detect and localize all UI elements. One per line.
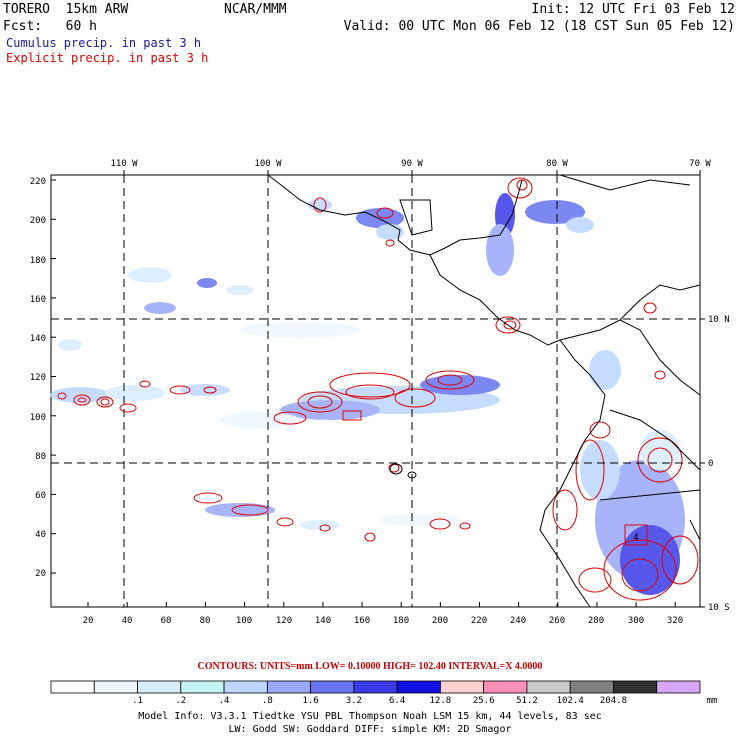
lon-label: 70 W [689, 159, 711, 169]
init-time: Init: 12 UTC Fri 03 Feb 12 [531, 2, 736, 17]
precip-colorbar: .1 .2 .4 .8 1.6 3.2 6.4 12.8 25.6 51.2 102.4 204.8 m… [50, 680, 718, 706]
y-tick-label: 60 [35, 491, 46, 501]
y-tick-label: 20 [35, 569, 46, 579]
valid-time: Valid: 00 UTC Mon 06 Feb 12 (18 CST Sun … [343, 19, 735, 34]
org-label: NCAR/MMM [224, 2, 287, 17]
lat-label: 10 S [708, 603, 730, 613]
x-tick-label: 160 [354, 616, 370, 626]
colorbar-label: 204.8 [600, 696, 627, 706]
colorbar-swatch [266, 680, 312, 694]
explicit-legend-label: Explicit precip. in past 3 h [6, 51, 209, 65]
colorbar-label: 25.6 [473, 696, 495, 706]
y-tick-label: 120 [30, 373, 46, 383]
lon-label: 100 W [254, 159, 282, 169]
colorbar-swatch [656, 680, 701, 694]
y-tick-label: 80 [35, 452, 46, 462]
colorbar-label: .2 [175, 696, 186, 706]
x-tick-label: 80 [200, 616, 211, 626]
x-tick-label: 60 [161, 616, 172, 626]
right-lat-labels: 10 N 0 10 S [708, 315, 730, 613]
x-tick-label: 120 [276, 616, 292, 626]
colorbar-swatch [439, 680, 485, 694]
bottom-tick-labels: 20 40 60 80 100 120 140 160 180 200 220 … [83, 616, 684, 626]
x-tick-label: 280 [588, 616, 604, 626]
x-tick-label: 320 [667, 616, 683, 626]
lat-label: 10 N [708, 315, 730, 325]
lat-lon-grid [51, 175, 700, 607]
colorbar-unit: mm [707, 696, 718, 706]
colorbar-swatch [180, 680, 225, 694]
x-tick-label: 20 [83, 616, 94, 626]
colorbar-swatch [526, 680, 571, 694]
y-tick-label: 140 [30, 334, 46, 344]
lon-label: 80 W [546, 159, 568, 169]
colorbar-swatch [137, 680, 182, 694]
x-tick-label: 260 [549, 616, 565, 626]
colorbar-swatch [223, 680, 268, 694]
y-tick-label: 160 [30, 295, 46, 305]
x-tick-label: 300 [628, 616, 644, 626]
colorbar-swatch [613, 680, 658, 694]
colorbar-swatch [569, 680, 614, 694]
colorbar-label: .8 [262, 696, 273, 706]
y-tick-label: 100 [30, 413, 46, 423]
coastlines [267, 174, 701, 608]
x-tick-label: 240 [510, 616, 526, 626]
colorbar-swatch [483, 680, 528, 694]
left-tick-labels: 220 200 180 160 140 120 100 80 60 40 20 [30, 177, 46, 579]
y-tick-label: 180 [30, 256, 46, 266]
x-tick-label: 220 [471, 616, 487, 626]
colorbar-label: 12.8 [430, 696, 452, 706]
colorbar-label: .1 [132, 696, 143, 706]
x-tick-label: 180 [393, 616, 409, 626]
colorbar-label: 1.6 [302, 696, 318, 706]
model-info-line1: Model Info: V3.3.1 Tiedtke YSU PBL Thomp… [138, 711, 602, 722]
lon-label: 110 W [110, 159, 138, 169]
y-tick-label: 220 [30, 177, 46, 187]
colorbar-swatch [50, 680, 95, 694]
x-tick-label: 140 [315, 616, 331, 626]
model-title: TORERO 15km ARW [3, 2, 129, 17]
y-tick-label: 40 [35, 530, 46, 540]
explicit-precip-contours [57, 177, 699, 601]
colorbar-label: 6.4 [389, 696, 405, 706]
colorbar-label: 51.2 [516, 696, 538, 706]
contour-info: CONTOURS: UNITS=mm LOW= 0.10000 HIGH= 10… [197, 661, 543, 672]
colorbar-label: 3.2 [346, 696, 362, 706]
model-info-line2: LW: Godd SW: Goddard DIFF: simple KM: 2D… [228, 724, 512, 735]
colorbar-swatch [396, 680, 441, 694]
colorbar-swatch [93, 680, 138, 694]
domain-box-label: 4 [633, 533, 638, 543]
lat-label: 0 [708, 459, 713, 469]
top-lon-labels: 110 W 100 W 90 W 80 W 70 W [110, 159, 711, 169]
colorbar-swatch [310, 680, 355, 694]
x-tick-label: 200 [432, 616, 448, 626]
axis-ticks [51, 170, 705, 608]
forecast-hour: Fcst: 60 h [3, 19, 97, 34]
colorbar-label: .4 [219, 696, 230, 706]
x-tick-label: 100 [236, 616, 252, 626]
lon-label: 90 W [401, 159, 423, 169]
y-tick-label: 200 [30, 216, 46, 226]
x-tick-label: 40 [122, 616, 133, 626]
colorbar-label: 102.4 [557, 696, 584, 706]
colorbar-swatch [353, 680, 398, 694]
cumulus-precip-field [50, 193, 685, 595]
cumulus-legend-label: Cumulus precip. in past 3 h [6, 36, 202, 50]
